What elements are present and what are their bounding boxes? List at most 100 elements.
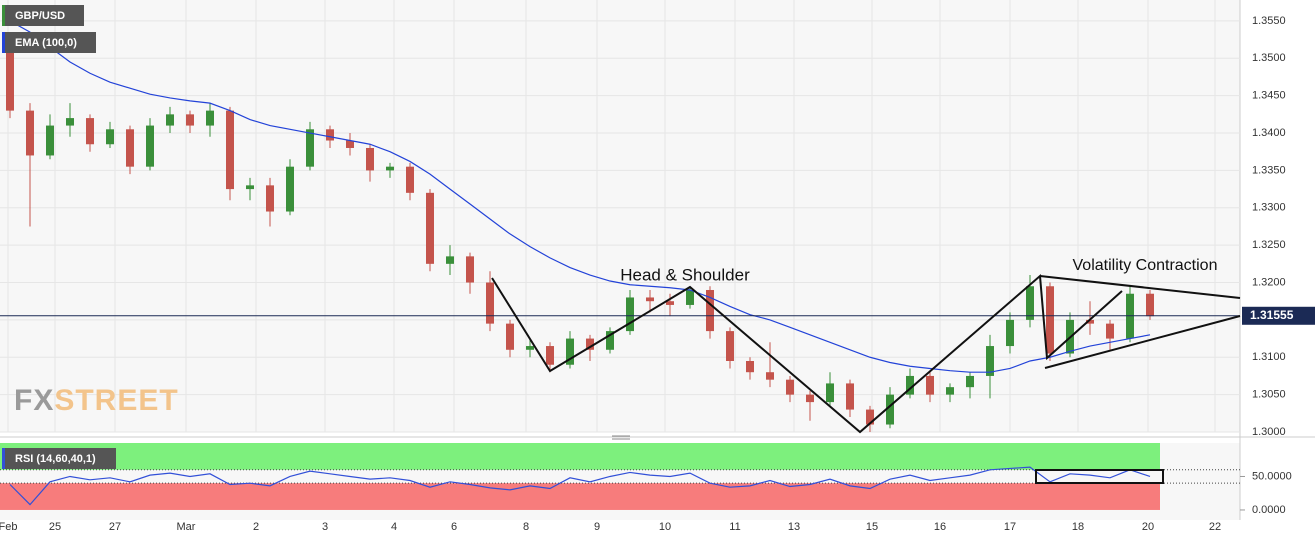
candle-body — [826, 383, 834, 403]
candle-body — [946, 387, 954, 395]
candle-body — [66, 118, 74, 126]
annotation: Volatility Contraction — [1073, 257, 1218, 274]
candle-body — [546, 346, 554, 365]
candle-body — [746, 360, 754, 373]
candle-body — [1106, 323, 1114, 339]
y-tick-label: 1.3550 — [1252, 15, 1286, 27]
candle-body — [626, 297, 634, 332]
candle-body — [206, 110, 214, 126]
candle-body — [786, 379, 794, 395]
x-tick-label: 2 — [253, 521, 259, 533]
rsi-box — [1035, 469, 1164, 484]
x-tick-label: 20 — [1142, 521, 1154, 533]
y-tick-label: 1.3000 — [1252, 426, 1286, 438]
legend-label: RSI (14,60,40,1) — [15, 453, 96, 465]
x-tick-label: 18 — [1072, 521, 1084, 533]
candle-body — [346, 140, 354, 148]
candle-body — [506, 323, 514, 350]
x-tick-label: 4 — [391, 521, 397, 533]
x-tick-label: 15 — [866, 521, 878, 533]
candle-body — [266, 185, 274, 212]
candle-body — [886, 394, 894, 425]
y-tick-label: 1.3450 — [1252, 90, 1286, 102]
candle-body — [226, 110, 234, 190]
candle-body — [26, 110, 34, 156]
candle-body — [486, 282, 494, 324]
rsi-oversold-zone — [0, 483, 1160, 510]
candle-body — [866, 409, 874, 425]
x-tick-label: 11 — [729, 521, 740, 533]
y-tick-label: 1.3350 — [1252, 164, 1286, 176]
legend-box — [2, 5, 84, 26]
legend-label: GBP/USD — [15, 10, 65, 22]
rsi-overbought-zone — [0, 443, 1160, 470]
y-tick-label: 0.0000 — [1252, 504, 1286, 516]
x-tick-label: 13 — [788, 521, 800, 533]
candle-body — [926, 375, 934, 395]
annotation: Head & Shoulder — [620, 265, 750, 284]
candle-body — [966, 375, 974, 388]
candle-body — [186, 114, 194, 126]
candle-body — [566, 338, 574, 365]
candle-body — [286, 166, 294, 212]
x-tick-label: 25 — [49, 521, 61, 533]
y-tick-label: 1.3500 — [1252, 52, 1286, 64]
marks — [0, 20, 1240, 506]
candle-body — [6, 43, 14, 111]
candle-body — [986, 346, 994, 376]
candle-body — [1046, 286, 1054, 354]
candle-body — [906, 375, 914, 395]
y-tick-label: 1.3200 — [1252, 276, 1286, 288]
x-tick-label: 17 — [1004, 521, 1016, 533]
y-tick-label: 1.3100 — [1252, 351, 1286, 363]
last-price-box — [1242, 306, 1315, 325]
x-tick-label: 6 — [451, 521, 457, 533]
legend: GBP/USD EMA (100,0) RSI (14,60,40,1) — [2, 5, 116, 469]
x-tick-label: 27 — [109, 521, 121, 533]
candle-body — [846, 383, 854, 410]
candle-body — [526, 346, 534, 350]
legend-box — [2, 32, 96, 53]
y-tick-label: 50.0000 — [1252, 470, 1292, 482]
y-tick-label: 1.3050 — [1252, 389, 1286, 401]
candle-body — [426, 192, 434, 264]
y-tick-label: 1.3250 — [1252, 239, 1286, 251]
y-tick-label: 1.3300 — [1252, 202, 1286, 214]
legend-label: EMA (100,0) — [15, 37, 77, 49]
candle-body — [386, 166, 394, 171]
legend-swatch — [2, 32, 5, 53]
x-tick-label: Feb — [0, 521, 17, 533]
legend-swatch — [2, 448, 5, 469]
candle-body — [666, 301, 674, 305]
candle-body — [406, 166, 414, 193]
triangle-lower — [1044, 315, 1241, 369]
axes: 1.30001.30501.31001.31501.32001.32501.33… — [0, 15, 1315, 533]
candle-body — [246, 185, 254, 190]
rsi-line — [9, 466, 1151, 506]
watermark: FXSTREET — [14, 384, 179, 417]
candle-body — [1146, 293, 1154, 317]
candle-body — [166, 114, 174, 126]
candle-body — [646, 297, 654, 302]
watermark-street: STREET — [54, 384, 178, 417]
candle-body — [1086, 319, 1094, 324]
pattern-lines — [491, 273, 1123, 434]
x-tick-label: 22 — [1209, 521, 1221, 533]
candle-body — [1006, 319, 1014, 347]
candle-body — [366, 147, 374, 171]
triangle-upper — [1039, 275, 1241, 299]
last-price-label: 1.31555 — [1250, 308, 1294, 322]
candle-body — [1026, 286, 1034, 320]
candle-body — [46, 125, 54, 156]
watermark-fx: FX — [14, 384, 54, 417]
candle-body — [306, 129, 314, 167]
x-tick-label: 3 — [322, 521, 328, 533]
x-tick-label: 16 — [934, 521, 946, 533]
drawings — [491, 273, 1241, 484]
x-tick-label: 10 — [659, 521, 671, 533]
candle-body — [86, 118, 94, 145]
candle-body — [706, 289, 714, 332]
x-tick-label: Mar — [177, 521, 196, 533]
candle-body — [766, 372, 774, 380]
